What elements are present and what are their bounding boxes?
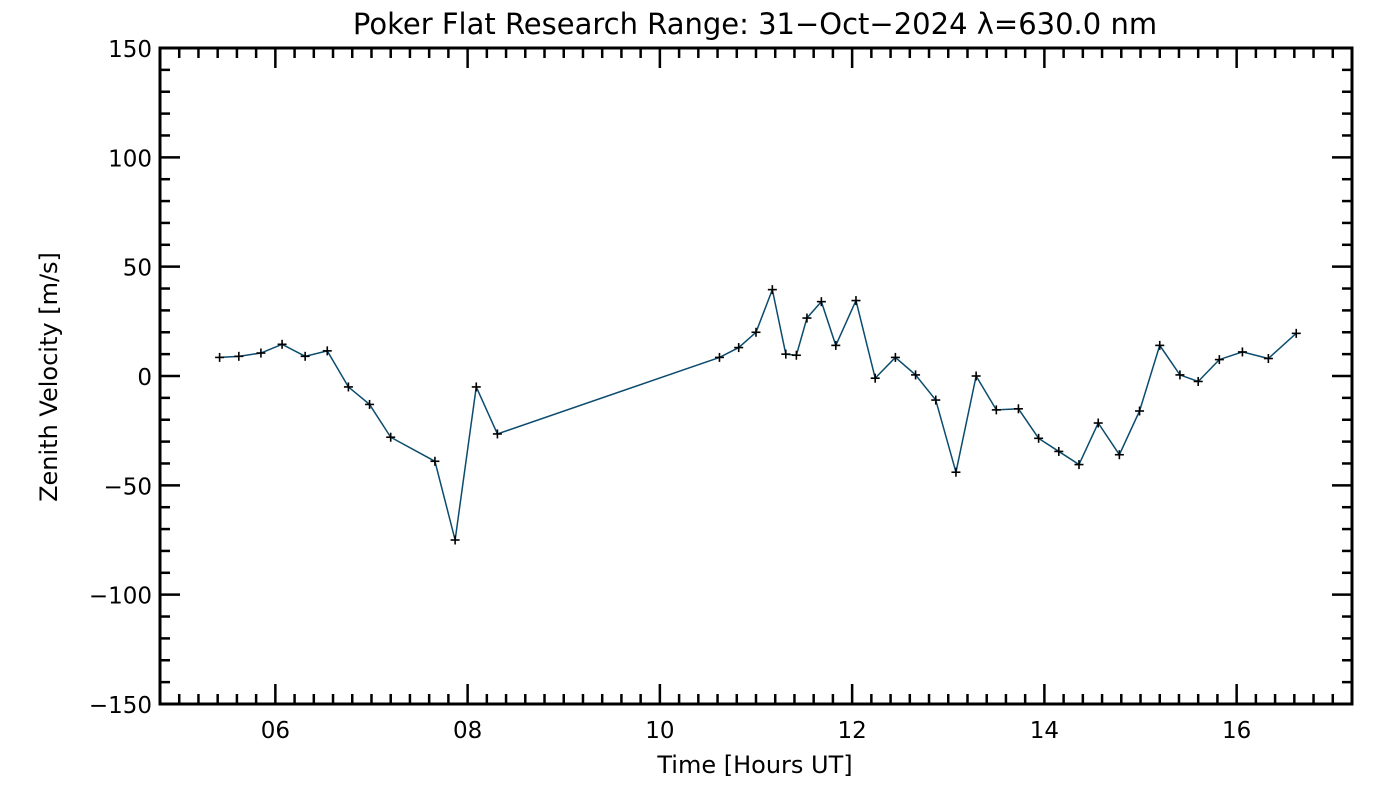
data-point — [1263, 354, 1273, 364]
x-tick-label: 16 — [1222, 718, 1251, 744]
y-axis-label: Zenith Velocity [m/s] — [35, 252, 63, 502]
data-point — [430, 456, 440, 466]
data-point — [971, 371, 981, 381]
data-point — [851, 296, 861, 306]
x-axis-label: Time [Hours UT] — [656, 751, 852, 779]
data-point — [1074, 460, 1084, 470]
data-point — [1054, 446, 1064, 456]
data-point — [492, 429, 502, 439]
data-point — [365, 399, 375, 409]
axis-ticks — [160, 46, 1352, 706]
chart-title: Poker Flat Research Range: 31−Oct−2024 λ… — [353, 7, 1157, 41]
data-point — [1193, 376, 1203, 386]
x-tick-label: 10 — [645, 718, 674, 744]
data-point — [816, 297, 826, 307]
data-point — [751, 327, 761, 337]
data-point — [1135, 406, 1145, 416]
x-tick-label: 08 — [453, 718, 482, 744]
data-point — [781, 349, 791, 359]
y-tick-label: −100 — [89, 584, 152, 610]
data-point — [1013, 404, 1023, 414]
data-point — [386, 432, 396, 442]
data-point — [870, 373, 880, 383]
y-tick-label: −50 — [103, 474, 152, 500]
y-tick-label: 0 — [137, 365, 152, 391]
data-point — [277, 339, 287, 349]
series-group — [215, 285, 1301, 545]
y-tick-label: 50 — [123, 256, 152, 282]
data-point — [951, 467, 961, 477]
data-point — [471, 382, 481, 392]
data-point — [450, 535, 460, 545]
data-point — [1155, 340, 1165, 350]
data-point — [256, 348, 266, 358]
tick-labels: 06 08 10 12 14 16 −150 −100 −50 0 50 100 150 — [89, 37, 1251, 744]
data-point — [1214, 355, 1224, 365]
data-point — [1291, 328, 1301, 338]
data-point — [734, 343, 744, 353]
y-tick-label: 100 — [108, 146, 152, 172]
data-point — [831, 340, 841, 350]
series-line — [219, 286, 1297, 541]
x-tick-label: 06 — [261, 718, 290, 744]
x-tick-label: 12 — [837, 718, 866, 744]
x-tick-label: 14 — [1030, 718, 1059, 744]
data-point — [931, 395, 941, 405]
y-tick-label: −150 — [89, 693, 152, 719]
data-point — [1114, 450, 1124, 460]
data-point — [234, 351, 244, 361]
data-point — [1034, 433, 1044, 443]
data-point — [300, 351, 310, 361]
data-point — [791, 350, 801, 360]
data-point — [1237, 347, 1247, 357]
data-point — [322, 346, 332, 356]
data-point — [802, 313, 812, 323]
data-point — [1093, 418, 1103, 428]
y-tick-label: 150 — [108, 37, 152, 63]
plot-frame — [158, 46, 1354, 706]
data-point — [343, 382, 353, 392]
data-point — [714, 352, 724, 362]
data-point — [890, 352, 900, 362]
data-point — [1175, 370, 1185, 380]
data-point — [215, 352, 225, 362]
data-point — [911, 370, 921, 380]
data-point — [991, 405, 1001, 415]
data-point — [767, 285, 777, 295]
